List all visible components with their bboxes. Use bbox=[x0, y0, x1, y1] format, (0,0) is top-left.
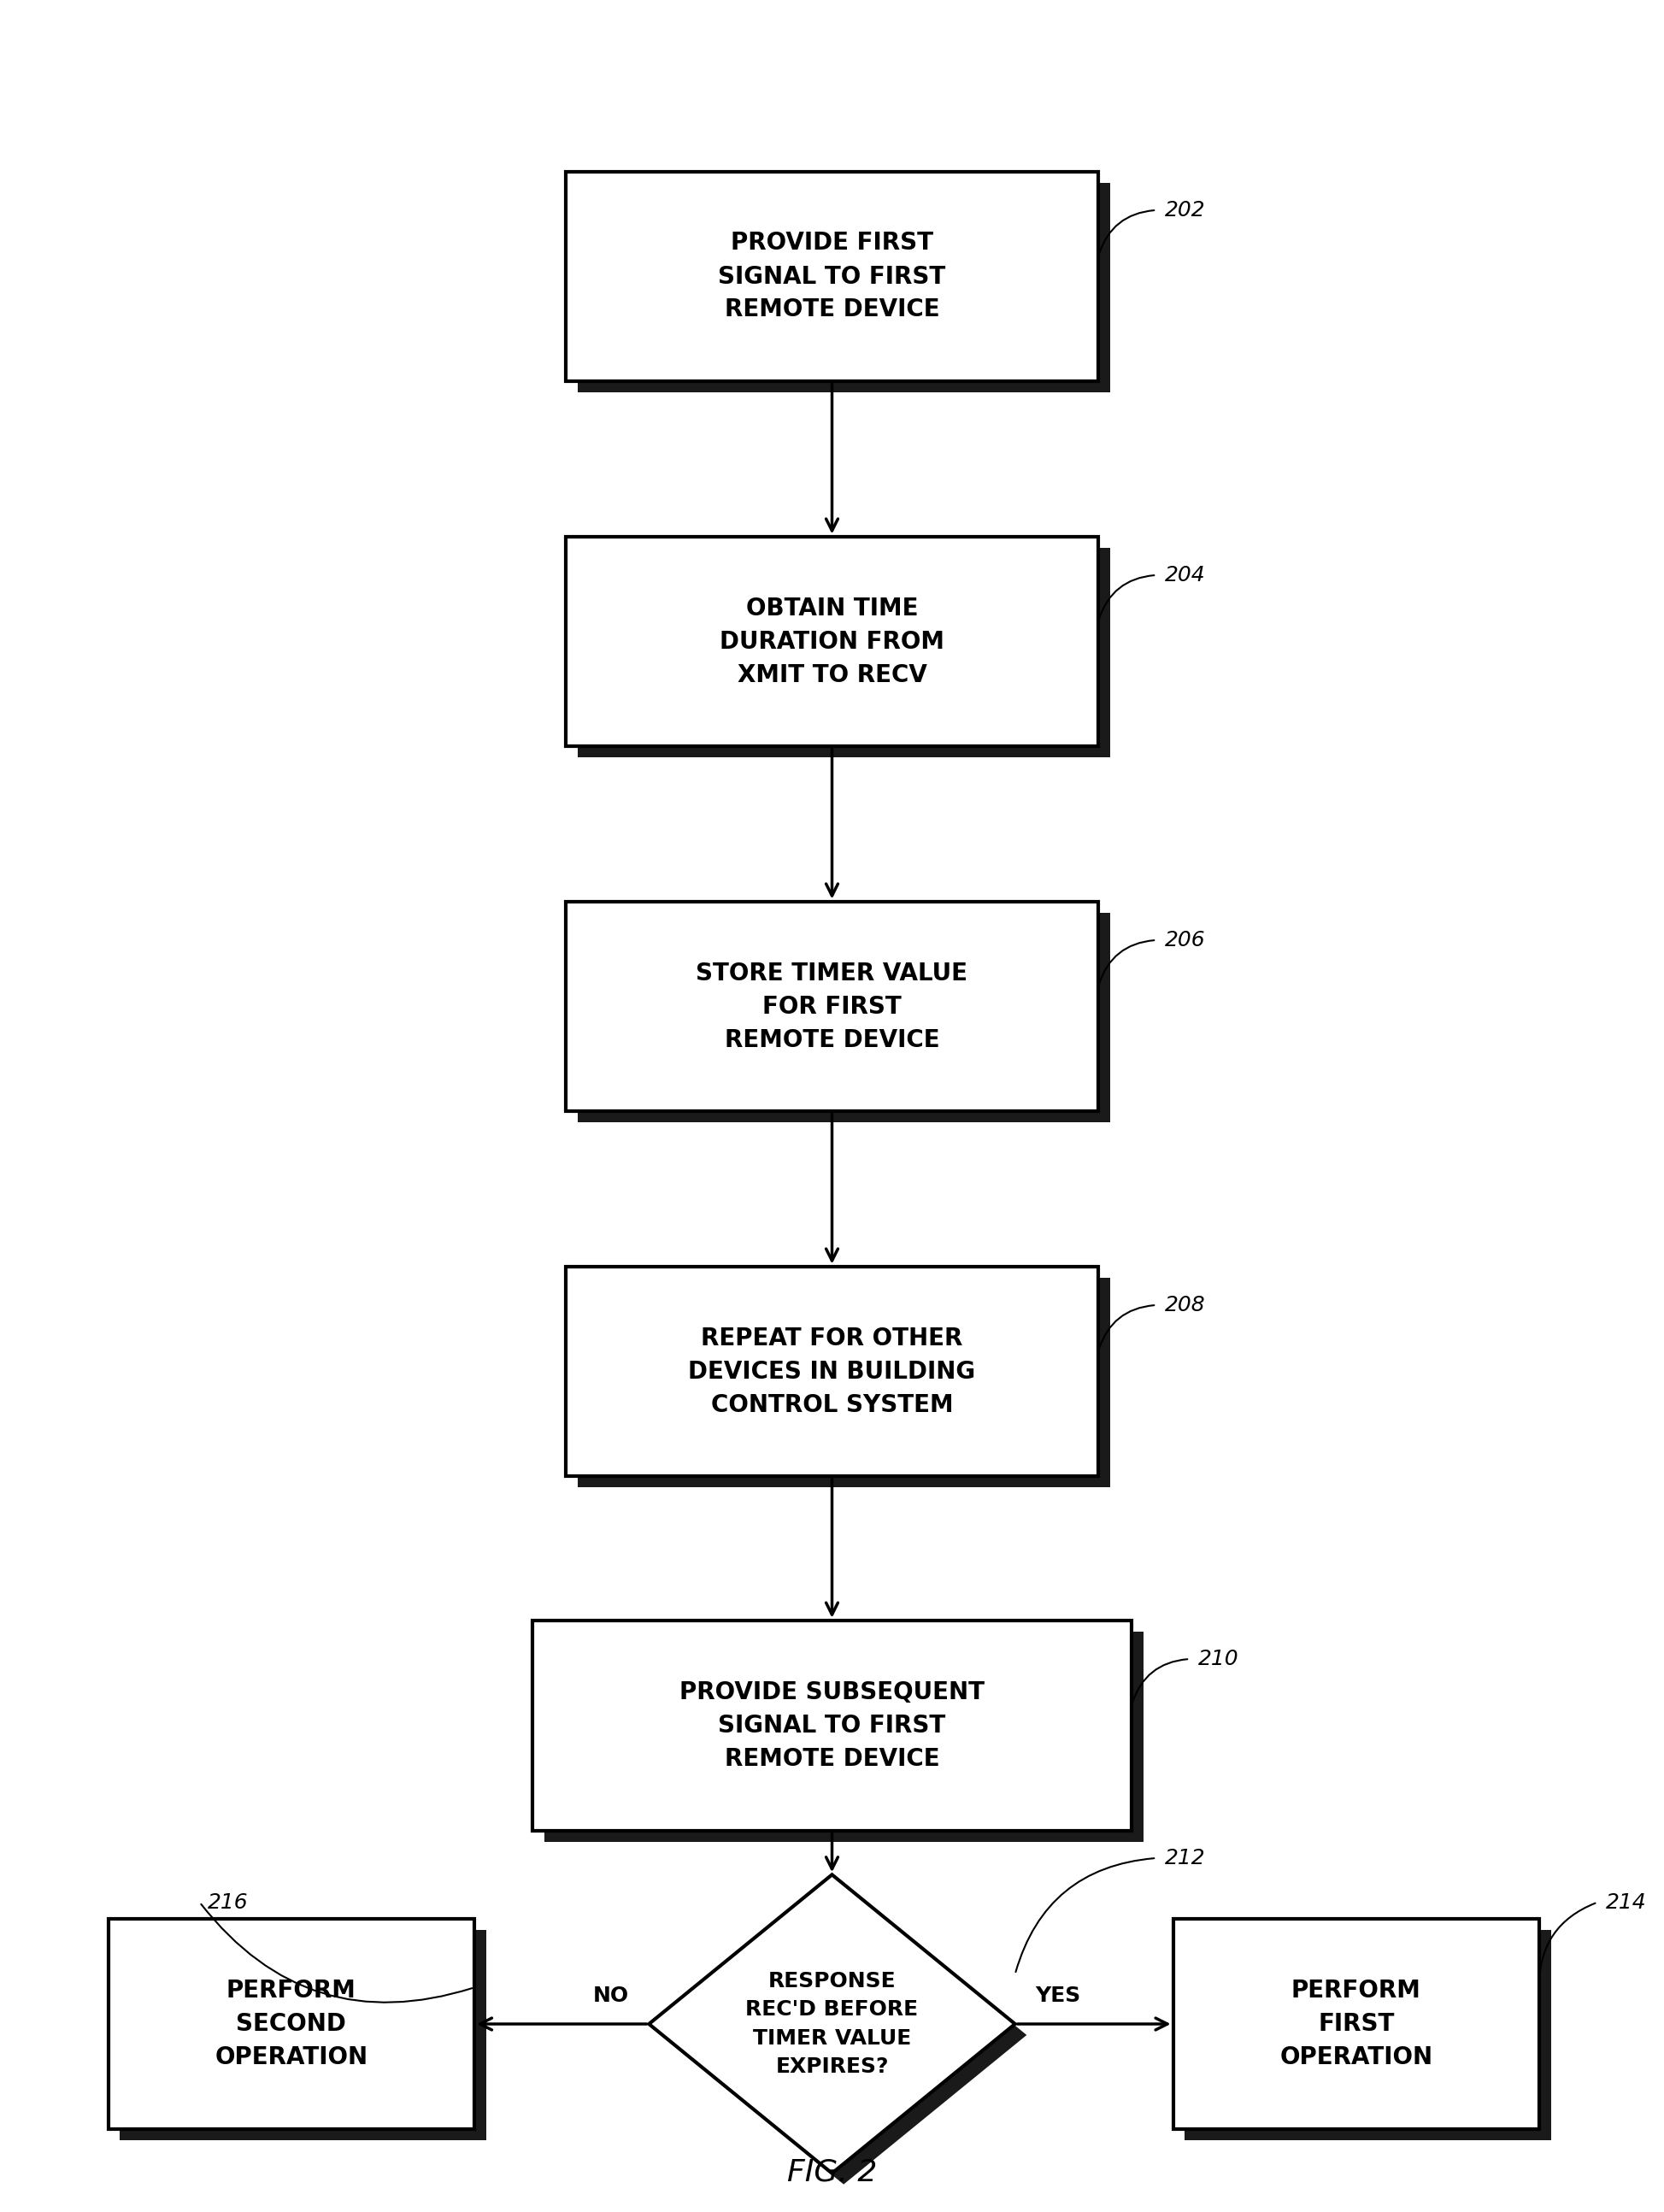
Text: 216: 216 bbox=[208, 1891, 248, 1913]
FancyBboxPatch shape bbox=[108, 1918, 474, 2128]
Text: FIG. 2: FIG. 2 bbox=[787, 2157, 877, 2188]
FancyBboxPatch shape bbox=[566, 173, 1098, 380]
FancyBboxPatch shape bbox=[577, 549, 1110, 757]
Text: 204: 204 bbox=[1165, 564, 1205, 586]
Text: 212: 212 bbox=[1165, 1847, 1205, 1869]
FancyBboxPatch shape bbox=[577, 1276, 1110, 1486]
Text: RESPONSE
REC'D BEFORE
TIMER VALUE
EXPIRES?: RESPONSE REC'D BEFORE TIMER VALUE EXPIRE… bbox=[745, 1971, 919, 2077]
FancyBboxPatch shape bbox=[120, 1929, 486, 2141]
FancyBboxPatch shape bbox=[1173, 1918, 1539, 2128]
Text: 214: 214 bbox=[1606, 1891, 1646, 1913]
Text: 206: 206 bbox=[1165, 929, 1205, 951]
Text: PROVIDE FIRST
SIGNAL TO FIRST
REMOTE DEVICE: PROVIDE FIRST SIGNAL TO FIRST REMOTE DEV… bbox=[719, 232, 945, 321]
FancyBboxPatch shape bbox=[1185, 1929, 1551, 2141]
Text: PERFORM
SECOND
OPERATION: PERFORM SECOND OPERATION bbox=[215, 1980, 368, 2068]
Text: STORE TIMER VALUE
FOR FIRST
REMOTE DEVICE: STORE TIMER VALUE FOR FIRST REMOTE DEVIC… bbox=[696, 962, 968, 1051]
Text: NO: NO bbox=[592, 1986, 629, 2006]
FancyBboxPatch shape bbox=[566, 1265, 1098, 1478]
Text: 202: 202 bbox=[1165, 199, 1205, 221]
Text: PERFORM
FIRST
OPERATION: PERFORM FIRST OPERATION bbox=[1280, 1980, 1433, 2068]
FancyBboxPatch shape bbox=[544, 1632, 1143, 1840]
Text: PROVIDE SUBSEQUENT
SIGNAL TO FIRST
REMOTE DEVICE: PROVIDE SUBSEQUENT SIGNAL TO FIRST REMOT… bbox=[679, 1681, 985, 1770]
Polygon shape bbox=[661, 1885, 1027, 2185]
FancyBboxPatch shape bbox=[566, 538, 1098, 748]
Text: 210: 210 bbox=[1198, 1648, 1238, 1670]
FancyBboxPatch shape bbox=[532, 1619, 1132, 1832]
FancyBboxPatch shape bbox=[566, 902, 1098, 1110]
FancyBboxPatch shape bbox=[577, 911, 1110, 1121]
Text: 208: 208 bbox=[1165, 1294, 1205, 1316]
Polygon shape bbox=[649, 1874, 1015, 2172]
Text: YES: YES bbox=[1035, 1986, 1080, 2006]
FancyBboxPatch shape bbox=[577, 184, 1110, 394]
Text: REPEAT FOR OTHER
DEVICES IN BUILDING
CONTROL SYSTEM: REPEAT FOR OTHER DEVICES IN BUILDING CON… bbox=[689, 1327, 975, 1416]
Text: OBTAIN TIME
DURATION FROM
XMIT TO RECV: OBTAIN TIME DURATION FROM XMIT TO RECV bbox=[719, 597, 945, 686]
